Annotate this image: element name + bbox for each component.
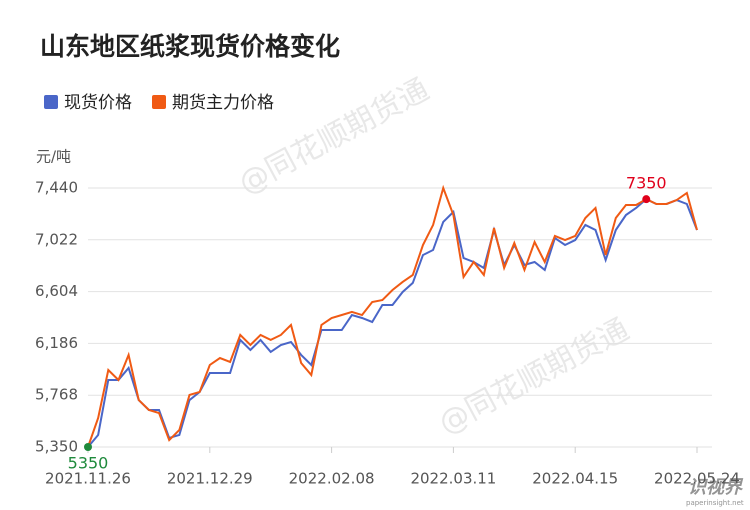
y-unit: 元/吨 <box>36 148 71 166</box>
y-tick-label: 7,022 <box>35 230 78 248</box>
y-tick-label: 6,604 <box>35 282 78 300</box>
x-tick-label: 2022.03.11 <box>410 470 496 488</box>
legend-swatch <box>152 95 166 109</box>
chart-title: 山东地区纸浆现货价格变化 <box>40 32 340 61</box>
series-line <box>87 197 698 448</box>
x-tick-label: 2022.04.15 <box>532 470 618 488</box>
annotation-dot <box>642 195 651 204</box>
legend-label: 现货价格 <box>64 93 132 113</box>
y-tick-label: 5,768 <box>35 386 78 404</box>
x-tick-label: 2022.05.24 <box>654 470 740 488</box>
logo-url: paperinsight.net <box>686 499 744 507</box>
watermark: @同花顺期货通 <box>233 72 435 201</box>
logo-text: 识视界 <box>688 477 744 498</box>
x-tick-label: 2021.11.26 <box>45 470 131 488</box>
watermark: @同花顺期货通 <box>433 312 635 441</box>
x-tick-label: 2021.12.29 <box>167 470 253 488</box>
annotation-dot <box>84 443 92 451</box>
series-line <box>87 184 698 448</box>
x-tick-label: 2022.02.08 <box>289 470 375 488</box>
annotation-label: 7350 <box>626 174 667 193</box>
y-tick-label: 7,440 <box>35 179 78 197</box>
legend-label: 期货主力价格 <box>172 93 274 113</box>
annotation-label: 5350 <box>68 454 109 473</box>
legend-swatch <box>44 95 58 109</box>
y-tick-label: 5,350 <box>35 438 78 456</box>
y-tick-label: 6,186 <box>35 334 78 352</box>
